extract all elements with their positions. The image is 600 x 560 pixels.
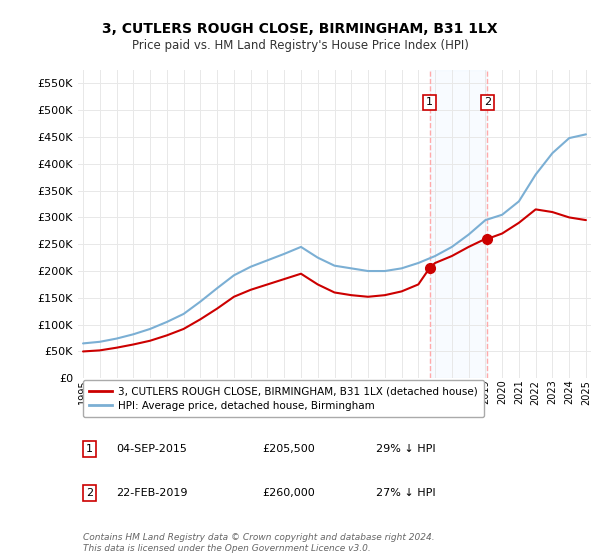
Text: 1: 1: [426, 97, 433, 108]
Text: Price paid vs. HM Land Registry's House Price Index (HPI): Price paid vs. HM Land Registry's House …: [131, 39, 469, 52]
Text: 22-FEB-2019: 22-FEB-2019: [116, 488, 188, 498]
Text: 04-SEP-2015: 04-SEP-2015: [116, 444, 187, 454]
Text: 27% ↓ HPI: 27% ↓ HPI: [376, 488, 435, 498]
Legend: 3, CUTLERS ROUGH CLOSE, BIRMINGHAM, B31 1LX (detached house), HPI: Average price: 3, CUTLERS ROUGH CLOSE, BIRMINGHAM, B31 …: [83, 380, 484, 417]
Text: £260,000: £260,000: [263, 488, 316, 498]
Text: 2: 2: [86, 488, 93, 498]
Text: 1: 1: [86, 444, 93, 454]
Bar: [430, 70, 487, 378]
Text: Contains HM Land Registry data © Crown copyright and database right 2024.
This d: Contains HM Land Registry data © Crown c…: [83, 533, 435, 553]
Text: £205,500: £205,500: [263, 444, 316, 454]
Text: 29% ↓ HPI: 29% ↓ HPI: [376, 444, 435, 454]
Text: 2: 2: [484, 97, 491, 108]
Text: 3, CUTLERS ROUGH CLOSE, BIRMINGHAM, B31 1LX: 3, CUTLERS ROUGH CLOSE, BIRMINGHAM, B31 …: [102, 22, 498, 36]
